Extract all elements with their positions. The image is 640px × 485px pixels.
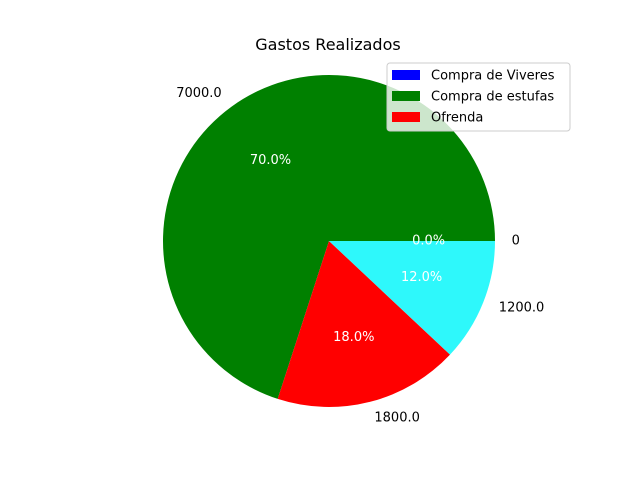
value-label-compra-de-viveres: 0 bbox=[512, 234, 520, 249]
legend-label-compra-de-viveres: Compra de Viveres bbox=[431, 69, 555, 84]
percent-label-ofrenda: 18.0% bbox=[333, 330, 374, 345]
value-label-slice-4: 1200.0 bbox=[499, 301, 545, 316]
legend-label-compra-de-estufas: Compra de estufas bbox=[431, 90, 554, 105]
pie-slice-compra-de-estufas bbox=[163, 75, 496, 399]
legend-swatch-ofrenda bbox=[392, 112, 420, 122]
chart-legend: Compra de Viveres Compra de estufas Ofrend… bbox=[386, 62, 571, 132]
legend-swatch-compra-de-viveres bbox=[392, 70, 420, 80]
pie-slice-slice-4 bbox=[329, 241, 495, 355]
value-label-ofrenda: 1800.0 bbox=[374, 410, 420, 425]
pie-slices bbox=[163, 75, 496, 408]
chart-title: Gastos Realizados bbox=[255, 35, 400, 54]
percent-label-compra-de-estufas: 70.0% bbox=[250, 153, 291, 168]
legend-swatch-compra-de-estufas bbox=[392, 91, 420, 101]
legend-entries: Compra de Viveres Compra de estufas Ofrend… bbox=[392, 69, 555, 126]
pie-labels: 0 0.0% 7000.0 70.0% 1800.0 18.0% 1200.0 12.0% bbox=[176, 86, 544, 426]
percent-label-compra-de-viveres: 0.0% bbox=[412, 234, 445, 249]
legend-frame bbox=[386, 62, 571, 132]
percent-label-slice-4: 12.0% bbox=[401, 270, 442, 285]
pie-slice-ofrenda bbox=[277, 241, 451, 408]
value-label-compra-de-estufas: 7000.0 bbox=[176, 86, 222, 101]
legend-label-ofrenda: Ofrenda bbox=[431, 111, 483, 126]
